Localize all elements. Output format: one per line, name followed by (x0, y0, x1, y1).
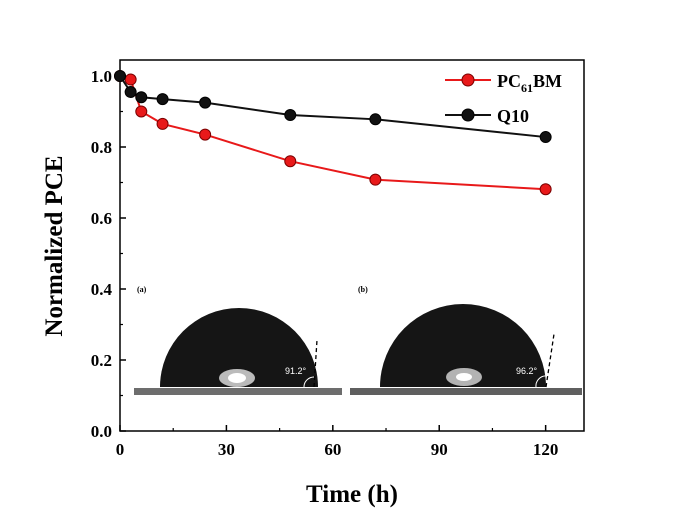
inset-a-reflection-core (228, 373, 246, 383)
x-axis: 0 30 60 90 120 (116, 425, 559, 459)
x-tick-label: 120 (533, 440, 559, 459)
inset-a-label: (a) (137, 285, 147, 294)
data-point (124, 85, 137, 98)
inset-b-substrate (350, 388, 582, 395)
data-point (284, 109, 297, 122)
plot-frame (119, 59, 585, 432)
series-line (119, 75, 546, 191)
series-line (119, 75, 546, 139)
inset-b-angle: 96.2° (516, 366, 538, 376)
series-q10 (114, 70, 552, 144)
x-tick-label: 0 (116, 440, 125, 459)
y-axis-title: Normalized PCE (41, 155, 68, 336)
inset-a-angle-arc (303, 376, 315, 388)
legend-label-pc61bm-sub: 61 (521, 81, 533, 95)
legend-marker-pc61bm (461, 73, 475, 87)
contact-angle-insets: 91.2° (a) 96.2° (b) (130, 280, 583, 400)
y-tick-label: 0.4 (91, 280, 113, 299)
data-point (114, 70, 126, 82)
data-point (156, 117, 169, 130)
legend-entry-pc61bm: PC61BM (445, 71, 562, 95)
x-tick-label: 30 (218, 440, 235, 459)
legend-label-pc61bm-tail: BM (533, 71, 562, 91)
inset-b-tangent (545, 333, 555, 388)
y-tick-label: 0.8 (91, 138, 112, 157)
inset-a-substrate (134, 388, 342, 395)
data-point (284, 155, 297, 168)
data-point (135, 91, 148, 104)
y-tick-label: 0.0 (91, 422, 112, 441)
legend-label-pc61bm-main: PC (497, 71, 521, 91)
inset-a-droplet (160, 308, 318, 387)
inset-a: 91.2° (a) (130, 280, 345, 400)
data-series (114, 70, 552, 196)
series-pc61bm (114, 70, 552, 196)
data-point (369, 173, 382, 186)
data-point (124, 73, 137, 86)
y-tick-label: 0.2 (91, 351, 112, 370)
data-point (539, 183, 552, 196)
data-point (539, 131, 552, 144)
x-axis-title: Time (h) (306, 481, 398, 508)
x-tick-label: 60 (324, 440, 341, 459)
data-point (135, 105, 148, 118)
y-axis: 0.0 0.2 0.4 0.6 0.8 1.0 (91, 67, 126, 441)
legend-marker-q10 (461, 108, 475, 122)
inset-a-angle: 91.2° (285, 366, 307, 376)
inset-b-droplet (380, 304, 546, 387)
data-point (369, 113, 382, 126)
x-tick-label: 90 (431, 440, 448, 459)
y-tick-label: 1.0 (91, 67, 112, 86)
inset-b-label: (b) (358, 285, 368, 294)
legend: PC61BM Q10 (445, 71, 562, 126)
legend-label-q10: Q10 (497, 106, 529, 126)
inset-b-reflection-core (456, 373, 472, 381)
y-tick-label: 0.6 (91, 209, 112, 228)
data-point (199, 96, 212, 109)
inset-b: 96.2° (b) (348, 280, 583, 400)
data-point (199, 128, 212, 141)
legend-label-pc61bm: PC61BM (497, 71, 562, 95)
inset-a-tangent (313, 339, 318, 388)
inset-b-angle-arc (535, 375, 548, 388)
data-point (156, 93, 169, 106)
legend-entry-q10: Q10 (445, 106, 529, 126)
